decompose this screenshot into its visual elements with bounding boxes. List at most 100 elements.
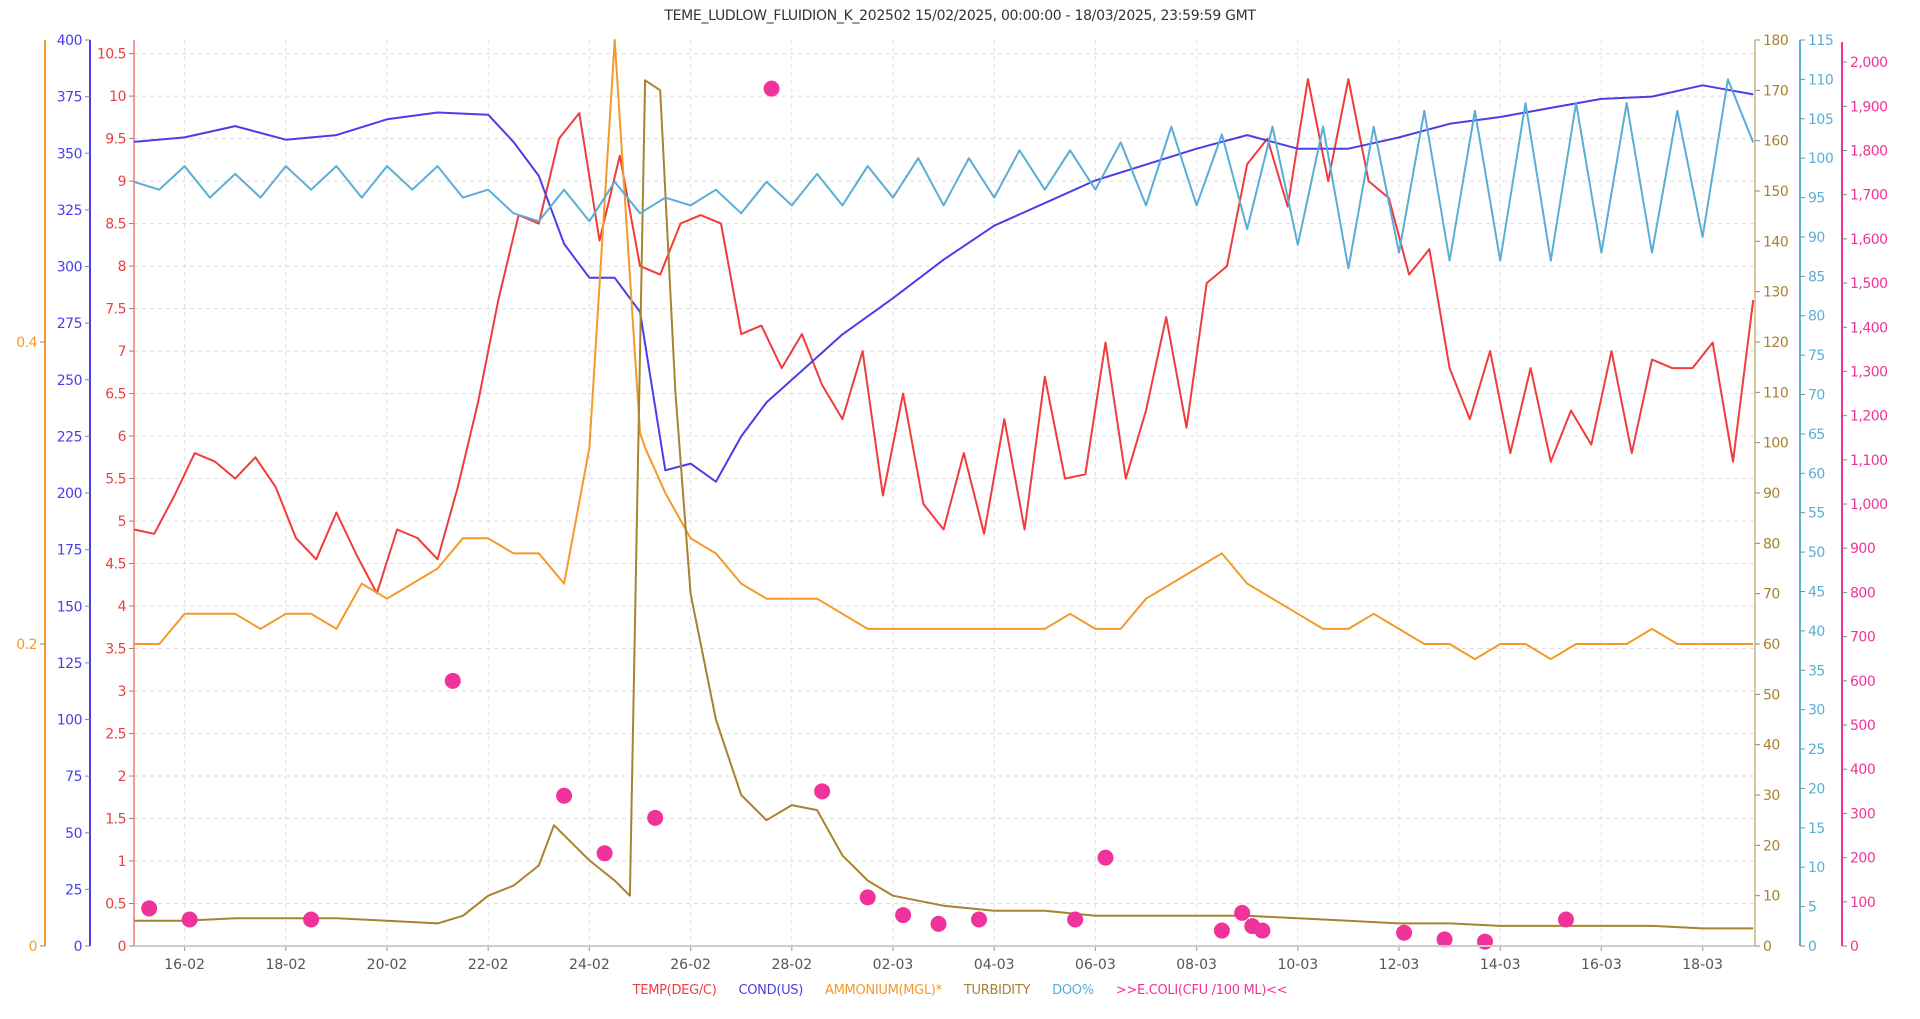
y-tick-label: 40 [1808,624,1825,640]
ecoli-point [181,911,198,928]
y-tick-label: 50 [65,826,82,842]
y-tick-label: 100 [1808,151,1833,167]
ecoli-point [1097,849,1114,866]
y-tick-label: 70 [1808,388,1825,404]
y-tick-label: 9 [118,174,126,190]
y-tick-label: 275 [57,316,82,332]
x-tick-label: 26-02 [670,957,711,973]
y-tick-label: 350 [57,146,82,162]
y-tick-label: 4 [118,599,127,615]
x-tick-label: 06-03 [1075,957,1116,973]
legend-item-temp[interactable]: TEMP(DEG/C) [632,983,717,998]
y-tick-label: 100 [1763,436,1788,452]
y-tick-label: 45 [1808,584,1825,600]
y-tick-label: 30 [1808,703,1825,719]
chart-title: TEME_LUDLOW_FLUIDION_K_202502 15/02/2025… [664,8,1256,24]
y-tick-label: 110 [1763,385,1788,401]
y-tick-label: 0 [29,939,37,955]
legend-item-cond[interactable]: COND(US) [738,983,804,998]
ecoli-point [930,915,947,932]
ecoli-point [1254,922,1271,939]
y-tick-label: 375 [57,90,82,106]
x-tick-label: 16-02 [164,957,205,973]
y-tick-label: 40 [1763,738,1780,754]
y-tick-label: 900 [1850,541,1875,557]
y-tick-label: 10 [1763,889,1780,905]
x-tick-label: 16-03 [1581,957,1622,973]
y-tick-label: 5 [1808,900,1816,916]
ecoli-point [1234,904,1251,921]
y-tick-label: 1 [118,854,126,870]
y-tick-label: 1,000 [1850,497,1888,513]
y-tick-label: 20 [1763,838,1780,854]
ecoli-point [1477,933,1494,950]
legend-item-do[interactable]: DOO% [1052,983,1094,998]
ecoli-point [895,907,912,924]
legend: TEMP(DEG/C) COND(US) AMMONIUM(MGL)* TURB… [0,983,1920,998]
y-tick-label: 800 [1850,585,1875,601]
series-do [133,78,1755,270]
ecoli-point [814,783,831,800]
grid-lines [134,40,1755,947]
series-temp [133,78,1755,595]
ecoli-point [303,911,320,928]
ecoli-point [647,809,664,826]
series-cond [133,84,1754,483]
y-tick-label: 50 [1763,687,1780,703]
y-tick-label: 150 [1763,184,1788,200]
y-tick-label: 55 [1808,506,1825,522]
y-tick-label: 125 [57,656,82,672]
y-tick-label: 0 [118,939,126,955]
y-tick-label: 0.4 [16,335,37,351]
y-tick-label: 0 [1763,939,1771,955]
y-tick-label: 35 [1808,663,1825,679]
y-tick-label: 325 [57,203,82,219]
y-tick-label: 175 [57,543,82,559]
y-tick-label: 60 [1763,637,1780,653]
y-tick-label: 10 [109,89,126,105]
y-tick-label: 7 [118,344,126,360]
ecoli-point [1067,911,1084,928]
y-tick-label: 95 [1808,191,1825,207]
y-tick-label: 6.5 [105,387,126,403]
y-tick-label: 10 [1808,860,1825,876]
y-tick-label: 200 [1850,851,1875,867]
legend-item-turbidity[interactable]: TURBIDITY [963,983,1031,998]
y-tick-label: 0.2 [16,637,37,653]
ecoli-point [1557,911,1574,928]
y-tick-label: 65 [1808,427,1825,443]
x-tick-label: 20-02 [367,957,408,973]
y-tick-label: 50 [1808,545,1825,561]
y-tick-label: 0 [1808,939,1816,955]
y-tick-label: 90 [1763,486,1780,502]
y-tick-label: 5.5 [105,472,126,488]
ecoli-point [859,889,876,906]
y-tick-label: 1,800 [1850,143,1888,159]
y-tick-label: 85 [1808,269,1825,285]
axes: 00.20.4025507510012515017520022525027530… [16,33,1888,955]
y-tick-label: 300 [57,260,82,276]
y-tick-label: 3.5 [105,642,126,658]
y-tick-label: 400 [1850,762,1875,778]
y-tick-label: 105 [1808,112,1833,128]
x-tick-label: 02-03 [873,957,914,973]
y-tick-label: 180 [1763,33,1788,49]
y-tick-label: 100 [1850,895,1875,911]
y-tick-label: 0 [74,939,82,955]
x-tick-label: 14-03 [1480,957,1521,973]
y-tick-label: 600 [1850,674,1875,690]
y-tick-label: 80 [1763,536,1780,552]
y-tick-label: 2 [118,769,126,785]
y-tick-label: 170 [1763,83,1788,99]
ecoli-point [1436,931,1453,948]
ecoli-point [971,911,988,928]
legend-item-ammonium[interactable]: AMMONIUM(MGL)* [825,983,942,998]
legend-item-ecoli[interactable]: >>E.COLI(CFU /100 ML)<< [1115,983,1288,998]
y-tick-label: 0 [1850,939,1858,955]
y-tick-label: 500 [1850,718,1875,734]
y-tick-label: 4.5 [105,557,126,573]
y-tick-label: 140 [1763,234,1788,250]
y-tick-label: 2,000 [1850,55,1888,71]
y-tick-label: 0.5 [105,897,126,913]
y-tick-label: 1,500 [1850,276,1888,292]
